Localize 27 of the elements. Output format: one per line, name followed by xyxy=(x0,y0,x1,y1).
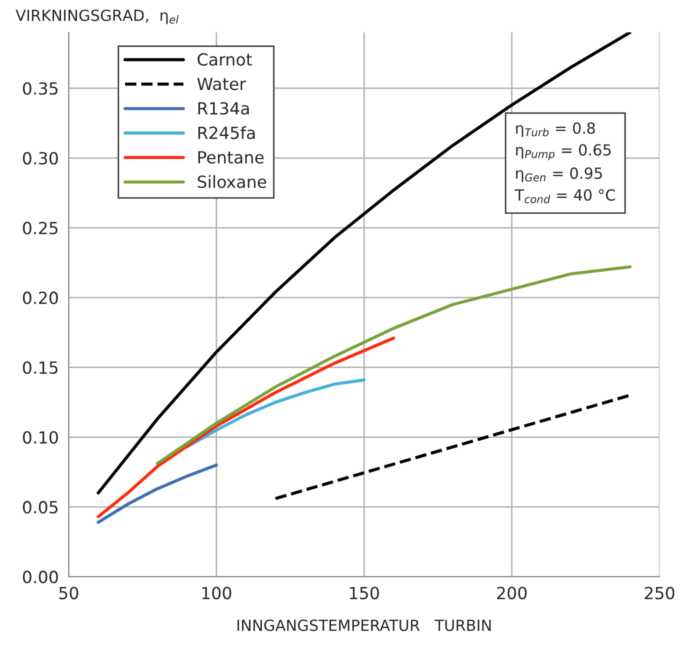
line-series xyxy=(96,32,632,495)
y-tick-label: 0.35 xyxy=(22,82,58,95)
y-tick-label: 0.10 xyxy=(22,431,58,444)
line-series xyxy=(156,265,632,466)
legend-label: Pentane xyxy=(198,151,264,164)
x-tick-label: 200 xyxy=(497,586,527,600)
y-axis-title: VIRKNINGSGRAD, η$_{el}$ xyxy=(16,10,179,24)
line-series xyxy=(96,464,218,524)
x-axis-title: INNGANGSTEMPERATUR TURBIN xyxy=(238,620,491,632)
x-tick-label: 100 xyxy=(202,586,232,600)
text: η$_{Turb}$ = 0.8 η$_{Pump}$ = 0.65 η$_{Gen}$ = 0.95 T$_{cond}$ = 40 °C xyxy=(514,122,615,204)
legend-label: Water xyxy=(197,78,246,90)
y-tick-label: 0.25 xyxy=(22,222,58,234)
line-series xyxy=(96,336,396,518)
y-tick-label: 0.30 xyxy=(22,152,58,165)
legend-label: Siloxane xyxy=(198,175,266,188)
legend-label: Carnot xyxy=(198,53,252,66)
x-tick-label: 50 xyxy=(59,586,78,600)
x-tick-label: 250 xyxy=(644,586,674,600)
y-tick-label: 0.15 xyxy=(22,361,58,374)
line-series xyxy=(185,378,366,448)
legend-label: R245fa xyxy=(198,126,255,140)
y-tick-label: 0.00 xyxy=(22,570,58,584)
legend-label: R134a xyxy=(198,102,249,115)
x-tick-label: 150 xyxy=(350,586,379,600)
y-tick-label: 0.20 xyxy=(22,292,58,304)
y-tick-label: 0.05 xyxy=(22,500,58,514)
